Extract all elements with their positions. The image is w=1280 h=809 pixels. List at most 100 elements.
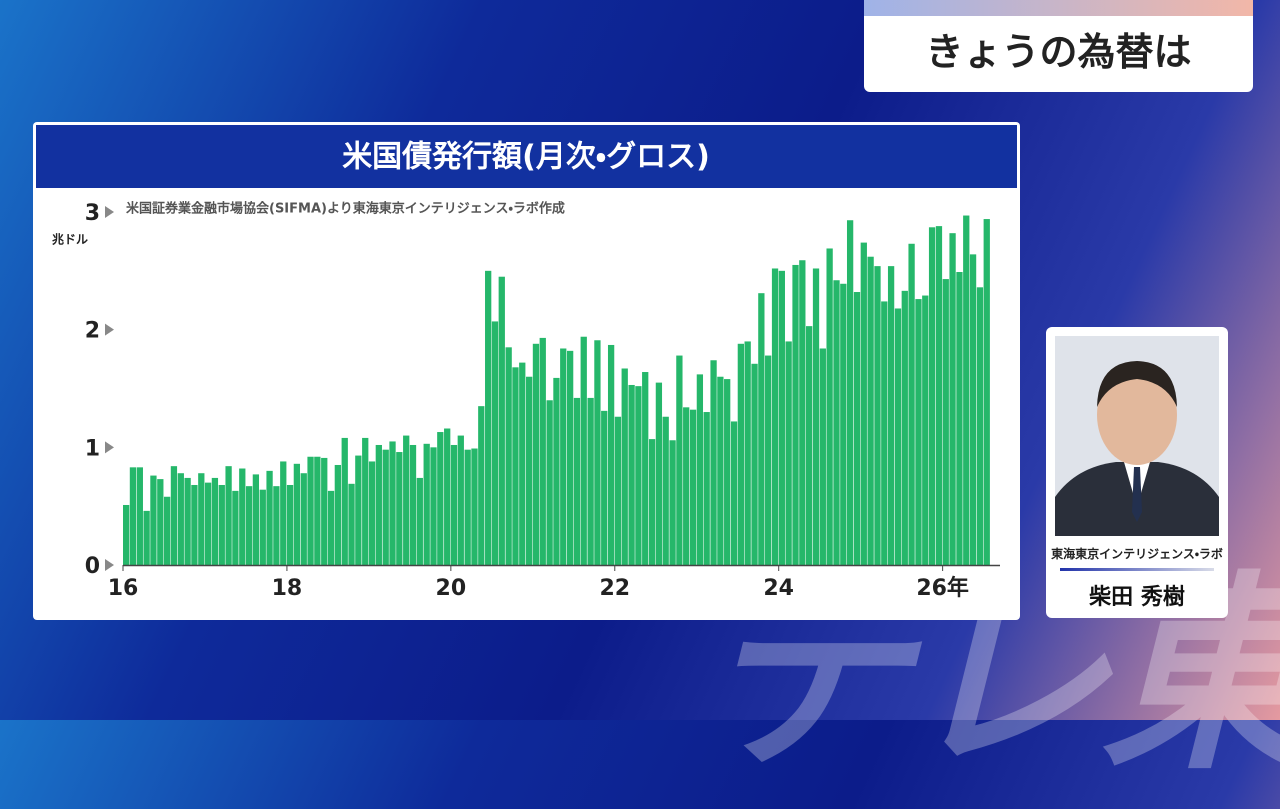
bar — [409, 444, 417, 565]
screen: テレ東 きょうの為替は 米国債発行額(月次・グロス) 米国証券業金融市場協会(S… — [0, 0, 1280, 720]
bar — [642, 372, 649, 565]
bar — [430, 447, 437, 565]
y-unit: 兆ドル — [52, 232, 88, 247]
bar — [799, 260, 806, 565]
bar — [710, 360, 717, 565]
y-tick-marker — [105, 323, 114, 336]
bar — [491, 321, 499, 565]
bar — [464, 449, 471, 565]
bar — [587, 397, 594, 565]
header-box: きょうの為替は — [864, 0, 1253, 92]
bar — [355, 455, 362, 565]
bar — [450, 444, 458, 565]
bar — [368, 461, 376, 565]
bar — [840, 283, 847, 565]
y-tick-marker — [105, 559, 114, 571]
bar — [778, 270, 785, 565]
bar — [751, 363, 758, 565]
bar — [375, 444, 382, 565]
name-rule — [1060, 568, 1214, 571]
bar — [963, 215, 970, 565]
bar — [846, 220, 854, 565]
y-tick-marker — [105, 441, 114, 454]
bar — [129, 467, 137, 565]
speaker-name: 柴田 秀樹 — [1089, 585, 1185, 610]
bar — [717, 376, 724, 565]
bar — [696, 374, 704, 565]
bar — [908, 243, 915, 565]
bar — [655, 382, 663, 565]
bar — [444, 428, 451, 565]
hair — [1097, 361, 1177, 407]
bar — [252, 474, 260, 565]
bar — [526, 376, 533, 565]
bar — [758, 293, 765, 565]
x-tick-label: 20 — [436, 576, 467, 601]
bar — [805, 326, 813, 565]
x-tick-label: 16 — [108, 576, 139, 601]
bar — [184, 477, 191, 565]
bar — [553, 377, 560, 565]
bar — [887, 266, 895, 565]
bar — [894, 308, 902, 565]
bar — [293, 463, 301, 565]
bar — [327, 490, 335, 565]
bar — [607, 344, 615, 565]
bar — [573, 397, 581, 565]
y-tick-label: 1 — [85, 436, 100, 461]
y-tick-label: 0 — [85, 554, 100, 579]
bar — [560, 348, 567, 565]
bar — [676, 355, 683, 565]
bar — [949, 233, 956, 565]
bar — [416, 477, 423, 565]
bar — [792, 264, 799, 565]
bar — [737, 343, 745, 565]
bar — [437, 432, 444, 565]
bar — [170, 466, 178, 565]
bar — [901, 290, 908, 565]
bar — [771, 268, 779, 565]
bar — [478, 406, 485, 565]
bar — [621, 368, 628, 565]
bar — [785, 341, 792, 565]
bar — [225, 466, 232, 565]
bar — [191, 484, 198, 565]
bar — [300, 473, 307, 565]
bar — [286, 484, 294, 565]
bar — [689, 409, 697, 565]
bar — [765, 355, 772, 565]
y-tick-marker — [105, 206, 114, 218]
bar — [922, 295, 929, 565]
bar — [976, 287, 984, 565]
header-label: きょうの為替は — [925, 30, 1192, 74]
bar — [703, 412, 710, 565]
bar — [403, 435, 410, 565]
bar — [826, 248, 833, 565]
bar — [956, 272, 963, 565]
bar — [935, 226, 943, 565]
bar — [485, 270, 492, 565]
bar — [942, 279, 949, 565]
bar — [471, 448, 478, 565]
bar — [280, 461, 287, 565]
chart-panel: 米国債発行額(月次・グロス) 米国証券業金融市場協会(SIFMA)より東海東京イ… — [33, 122, 1020, 620]
bar — [580, 336, 587, 565]
bar — [163, 496, 171, 565]
bar — [833, 280, 840, 565]
bar — [136, 467, 143, 565]
title-bar — [36, 125, 1017, 188]
bar — [266, 470, 273, 565]
x-tick-label: 24 — [763, 576, 794, 601]
bar — [498, 276, 505, 565]
bar — [881, 301, 888, 565]
bar — [218, 484, 225, 565]
bar — [601, 410, 608, 565]
bar — [259, 489, 266, 565]
bar — [566, 350, 574, 565]
bar — [519, 362, 526, 565]
speaker-affiliation: 東海東京インテリジェンス・ラボ — [1051, 547, 1223, 561]
bar — [307, 456, 314, 565]
bar — [204, 482, 212, 565]
x-tick-label: 18 — [272, 576, 303, 601]
bar — [341, 437, 348, 565]
